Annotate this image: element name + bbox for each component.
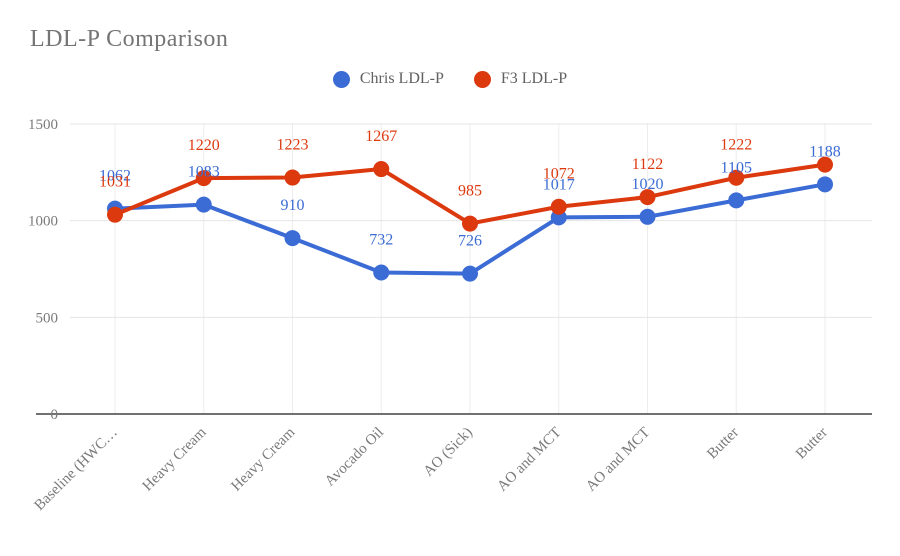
data-point-chris-ldl-p-2[interactable]	[284, 230, 301, 247]
x-axis-category-label: Butter	[793, 425, 831, 463]
point-value-label-f3-ldl-p-6: 1122	[632, 156, 663, 173]
point-value-label-chris-ldl-p-2: 910	[281, 197, 305, 214]
data-point-f3-ldl-p-2[interactable]	[284, 169, 301, 186]
x-axis-category-label: AO (Sick)	[421, 425, 476, 480]
data-point-f3-ldl-p-6[interactable]	[639, 189, 656, 206]
x-axis-category-label: Heavy Cream	[140, 424, 210, 494]
legend-label-chris: Chris LDL-P	[359, 70, 444, 87]
legend-marker-f3-icon	[473, 70, 491, 88]
point-value-label-chris-ldl-p-5: 1017	[543, 176, 575, 193]
point-value-label-chris-ldl-p-4: 726	[458, 233, 482, 250]
point-value-label-chris-ldl-p-6: 1020	[632, 176, 664, 193]
data-point-chris-ldl-p-7[interactable]	[728, 192, 745, 209]
point-value-label-chris-ldl-p-0: 1062	[99, 168, 131, 185]
legend-item-f3-ldl-p: F3 LDL-P	[473, 70, 568, 88]
legend-item-chris-ldl-p: Chris LDL-P	[332, 70, 444, 88]
x-axis-category-label: Butter	[704, 425, 742, 463]
data-point-chris-ldl-p-1[interactable]	[195, 196, 212, 213]
point-value-label-f3-ldl-p-7: 1222	[720, 137, 752, 154]
point-value-label-chris-ldl-p-7: 1105	[721, 159, 752, 176]
point-value-label-f3-ldl-p-3: 1267	[365, 128, 397, 145]
data-point-f3-ldl-p-5[interactable]	[550, 198, 567, 215]
y-axis-tick-label: 500	[36, 310, 59, 326]
x-axis-category-label: AO and MCT	[583, 425, 653, 495]
point-value-label-chris-ldl-p-8: 1188	[809, 143, 840, 160]
data-point-chris-ldl-p-3[interactable]	[373, 264, 390, 281]
data-point-f3-ldl-p-7[interactable]	[728, 169, 745, 186]
x-axis-category-label: Heavy Cream	[228, 424, 298, 494]
x-axis-category-label: Avocado Oil	[322, 425, 387, 490]
data-point-chris-ldl-p-8[interactable]	[817, 176, 833, 193]
point-value-label-f3-ldl-p-2: 1223	[277, 137, 309, 154]
chart-legend: Chris LDL-P F3 LDL-P	[0, 70, 900, 88]
point-value-label-f3-ldl-p-5: 1072	[543, 166, 575, 183]
data-point-chris-ldl-p-4[interactable]	[462, 265, 478, 282]
data-point-f3-ldl-p-8[interactable]	[817, 156, 833, 173]
point-value-label-f3-ldl-p-1: 1220	[188, 137, 220, 154]
data-point-f3-ldl-p-0[interactable]	[107, 206, 123, 223]
point-value-label-chris-ldl-p-3: 732	[369, 231, 393, 248]
legend-marker-chris-icon	[332, 70, 350, 88]
data-point-f3-ldl-p-1[interactable]	[195, 170, 212, 187]
point-value-label-chris-ldl-p-1: 1083	[188, 164, 220, 181]
point-value-label-f3-ldl-p-0: 1031	[99, 174, 131, 191]
y-axis-tick-label: 0	[51, 407, 59, 423]
chart-title: LDL-P Comparison	[30, 26, 229, 52]
data-point-f3-ldl-p-3[interactable]	[373, 161, 390, 178]
point-value-label-f3-ldl-p-4: 985	[458, 183, 482, 200]
y-axis-tick-label: 1000	[28, 214, 58, 230]
y-axis-tick-label: 1500	[28, 117, 58, 133]
legend-label-f3: F3 LDL-P	[500, 70, 568, 87]
data-point-f3-ldl-p-4[interactable]	[462, 215, 478, 232]
x-axis-category-label: AO and MCT	[494, 425, 564, 495]
data-point-chris-ldl-p-6[interactable]	[639, 208, 656, 225]
x-axis-category-label: Baseline (HWC…	[31, 425, 120, 514]
